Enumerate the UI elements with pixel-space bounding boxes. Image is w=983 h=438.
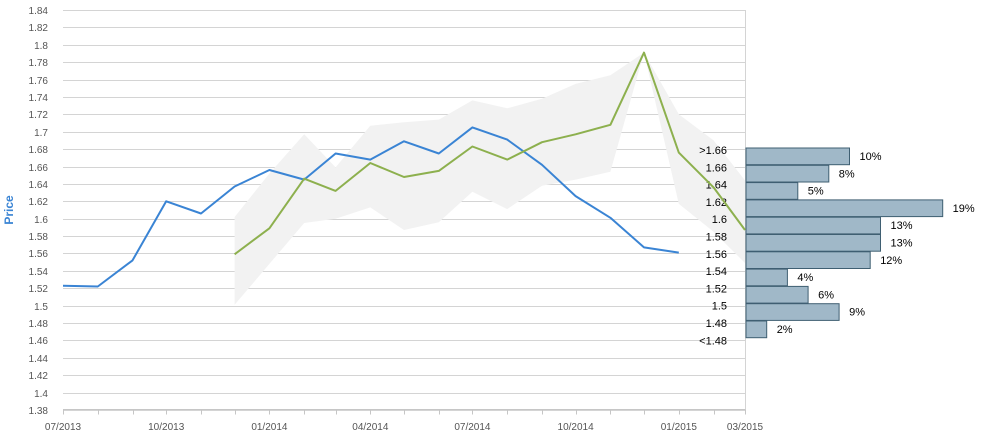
y-tick-label: 1.64: [29, 180, 49, 191]
y-tick-label: 1.38: [29, 406, 49, 417]
price-lines: [62, 51, 746, 288]
y-tick-label: 1.48: [29, 319, 49, 330]
bar-value-label: 13%: [891, 220, 913, 232]
y-tick-label: 1.76: [29, 76, 49, 87]
bin-label: 1.66: [706, 162, 727, 174]
distribution-bar: [745, 216, 881, 235]
distribution-bars: >1.66 10%1.66 8%1.64 5%1.62 19%1.6 13%1.58 13%…: [699, 145, 975, 347]
bar-value-label: 13%: [891, 238, 913, 250]
distribution-bar: [745, 234, 881, 252]
x-tick-label: 01/2015: [661, 422, 698, 433]
x-tick-label: 04/2014: [352, 422, 389, 433]
bin-label: >1.66: [699, 145, 727, 157]
bin-label: <1.48: [699, 335, 727, 347]
historical-price-line: [62, 126, 679, 288]
bin-label: 1.64: [706, 180, 727, 192]
bar-value-label: 12%: [880, 255, 902, 267]
x-tick-label: 03/2015: [727, 422, 764, 433]
y-tick-label: 1.66: [29, 163, 49, 174]
y-tick-label: 1.54: [29, 267, 49, 278]
y-tick-label: 1.82: [29, 23, 49, 34]
distribution-bar: [745, 303, 840, 321]
y-tick-label: 1.52: [29, 284, 49, 295]
y-tick-label: 1.44: [29, 354, 49, 365]
bar-value-label: 10%: [860, 151, 882, 163]
y-tick-label: 1.6: [34, 215, 48, 226]
bar-value-label: 2%: [777, 324, 793, 336]
x-tick-label: 07/2013: [45, 422, 82, 433]
bar-value-label: 9%: [849, 307, 865, 319]
y-tick-label: 1.84: [29, 6, 49, 17]
y-tick-label: 1.74: [29, 93, 49, 104]
bin-label: 1.48: [706, 318, 727, 330]
bin-label: 1.6: [712, 214, 727, 226]
bar-value-label: 8%: [839, 168, 855, 180]
bar-value-label: 6%: [818, 289, 834, 301]
y-tick-label: 1.46: [29, 336, 49, 347]
y-tick-label: 1.68: [29, 145, 49, 156]
bin-label: 1.5: [712, 301, 727, 313]
bar-value-label: 19%: [953, 203, 975, 215]
distribution-bar: [745, 147, 850, 166]
bin-label: 1.52: [706, 283, 727, 295]
y-tick-label: 1.42: [29, 371, 49, 382]
y-axis-label: Price: [2, 195, 16, 225]
y-tick-label: 1.5: [34, 302, 48, 313]
bin-label: 1.58: [706, 232, 727, 244]
distribution-bar: [745, 320, 768, 339]
forecast-price-line: [234, 51, 746, 256]
y-tick-label: 1.62: [29, 197, 49, 208]
axes: 1.38 1.4 1.42 1.44 1.46 1.48 1.5 1.52 1.54 1.56 1.…: [29, 6, 764, 433]
distribution-bar: [745, 251, 871, 270]
y-tick-label: 1.58: [29, 232, 49, 243]
bar-value-label: 4%: [797, 272, 813, 284]
x-tick-label: 10/2013: [148, 422, 185, 433]
y-tick-label: 1.72: [29, 110, 49, 121]
forecast-band: [234, 52, 745, 305]
x-tick-label: 07/2014: [454, 422, 491, 433]
y-tick-label: 1.78: [29, 58, 49, 69]
distribution-bar: [745, 182, 799, 200]
y-tick-label: 1.7: [34, 128, 48, 139]
distribution-bar: [745, 285, 809, 304]
x-tick-label: 01/2014: [251, 422, 288, 433]
bin-label: 1.54: [706, 266, 727, 278]
bin-label: 1.56: [706, 249, 727, 261]
distribution-bar: [745, 164, 830, 183]
band-area: [234, 52, 745, 305]
bar-value-label: 5%: [808, 186, 824, 198]
y-tick-label: 1.8: [34, 41, 48, 52]
distribution-bar: [745, 199, 944, 218]
y-tick-label: 1.56: [29, 249, 49, 260]
distribution-bar: [745, 268, 788, 287]
y-tick-label: 1.4: [34, 389, 48, 400]
x-tick-label: 10/2014: [558, 422, 595, 433]
